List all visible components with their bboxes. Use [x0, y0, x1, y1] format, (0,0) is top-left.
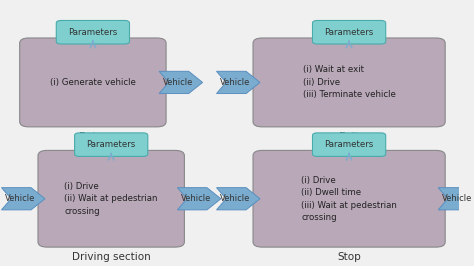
Polygon shape [159, 71, 202, 94]
FancyBboxPatch shape [38, 150, 184, 247]
Text: Driving section: Driving section [72, 252, 151, 262]
Text: Parameters: Parameters [325, 140, 374, 149]
Text: Vehicle: Vehicle [220, 78, 251, 87]
Polygon shape [1, 188, 45, 210]
Text: (i) Drive
(ii) Dwell time
(iii) Wait at pedestrian
crossing: (i) Drive (ii) Dwell time (iii) Wait at … [301, 176, 397, 222]
FancyBboxPatch shape [74, 133, 148, 156]
Text: Parameters: Parameters [68, 28, 118, 37]
FancyBboxPatch shape [253, 150, 445, 247]
FancyBboxPatch shape [312, 20, 386, 44]
Polygon shape [438, 188, 474, 210]
FancyBboxPatch shape [312, 133, 386, 156]
Polygon shape [217, 71, 260, 94]
Text: Vehicle: Vehicle [181, 194, 211, 203]
Text: (i) Drive
(ii) Wait at pedestrian
crossing: (i) Drive (ii) Wait at pedestrian crossi… [64, 182, 158, 216]
Polygon shape [217, 188, 260, 210]
Text: Vehicle: Vehicle [220, 194, 251, 203]
Polygon shape [177, 188, 221, 210]
FancyBboxPatch shape [20, 38, 166, 127]
Text: Parameters: Parameters [325, 28, 374, 37]
Text: Exit: Exit [339, 132, 359, 142]
Text: Stop: Stop [337, 252, 361, 262]
Text: Vehicle: Vehicle [163, 78, 193, 87]
FancyBboxPatch shape [56, 20, 129, 44]
Text: (i) Generate vehicle: (i) Generate vehicle [50, 78, 136, 87]
Text: Vehicle: Vehicle [442, 194, 472, 203]
Text: (i) Wait at exit
(ii) Drive
(iii) Terminate vehicle: (i) Wait at exit (ii) Drive (iii) Termin… [303, 65, 395, 99]
Text: Entry: Entry [79, 132, 107, 142]
Text: Parameters: Parameters [87, 140, 136, 149]
FancyBboxPatch shape [253, 38, 445, 127]
Text: Vehicle: Vehicle [5, 194, 36, 203]
